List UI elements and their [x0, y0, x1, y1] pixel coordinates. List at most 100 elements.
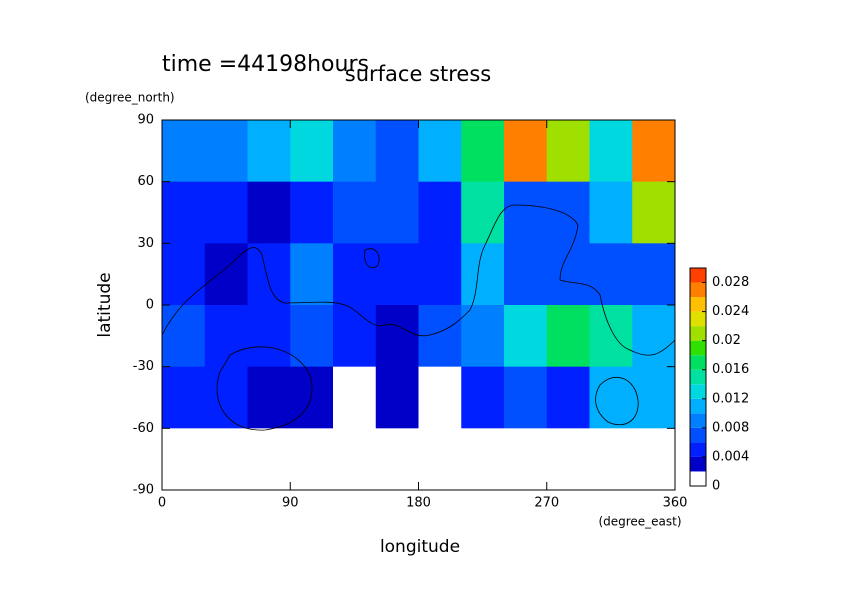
y-tick-label: 60 — [137, 174, 154, 189]
field-cell — [162, 428, 206, 491]
colorbar-swatch — [690, 326, 706, 341]
field-cell — [589, 305, 633, 368]
field-cell — [290, 181, 334, 244]
field-cell — [461, 243, 505, 306]
field-cell — [204, 243, 248, 306]
field-cell — [247, 305, 291, 368]
colorbar-frame — [689, 267, 707, 487]
field-cell — [504, 181, 548, 244]
field-cell — [247, 366, 291, 429]
field-cell — [632, 366, 676, 429]
field-cell — [247, 243, 291, 306]
colorbar-swatch — [690, 340, 706, 356]
colorbar-swatch — [690, 471, 706, 486]
colorbar-swatch — [690, 369, 706, 385]
field-cell — [375, 120, 419, 183]
field-cell — [333, 428, 377, 491]
coastlines — [161, 204, 676, 431]
field-cell — [632, 305, 676, 368]
field-cell — [204, 428, 248, 491]
field-cell — [333, 181, 377, 244]
field-cell — [546, 305, 590, 368]
field-cell — [589, 181, 633, 244]
field-cell — [204, 181, 248, 244]
field-cell — [418, 181, 462, 244]
coastline — [216, 346, 313, 431]
annotation: time =44198hours — [162, 52, 369, 77]
y-unit: (degree_north) — [85, 91, 175, 105]
colorbar-swatch — [690, 442, 706, 457]
field-cell — [290, 428, 334, 491]
colorbar-swatch — [690, 398, 706, 414]
field-cell — [375, 305, 419, 368]
field-cell — [632, 243, 676, 306]
colorbar-tick-label: 0 — [712, 479, 720, 494]
field-cell — [546, 428, 590, 491]
field-cell — [546, 366, 590, 429]
x-unit: (degree_east) — [598, 515, 681, 529]
field-cell — [333, 120, 377, 183]
colorbar-tick-label: 0.016 — [712, 362, 749, 377]
y-tick-label: -90 — [133, 483, 154, 498]
colorbar-tick-label: 0.012 — [712, 391, 749, 406]
chart-title: surface stress — [345, 62, 491, 86]
field-cell — [375, 428, 419, 491]
field-cell — [418, 120, 462, 183]
field-cell — [375, 243, 419, 306]
field — [162, 120, 676, 491]
field-cell — [461, 181, 505, 244]
coastline — [161, 204, 676, 356]
x-tick-label: 360 — [663, 496, 688, 511]
field-cell — [589, 243, 633, 306]
field-cell — [504, 120, 548, 183]
y-tick-label: 30 — [137, 236, 154, 251]
colorbar-swatch — [690, 427, 706, 443]
field-cell — [589, 120, 633, 183]
y-tick-label: 90 — [137, 113, 154, 128]
field-cell — [333, 243, 377, 306]
colorbar-swatch — [690, 384, 706, 399]
field-cell — [204, 120, 248, 183]
field-cell — [162, 366, 206, 429]
field-cell — [589, 366, 633, 429]
field-cell — [375, 366, 419, 429]
field-cell — [504, 366, 548, 429]
field-cell — [290, 243, 334, 306]
colorbar-tick-label: 0.024 — [712, 304, 749, 319]
field-cell — [546, 120, 590, 183]
field-cell — [418, 428, 462, 491]
field-cell — [461, 428, 505, 491]
field-cell — [461, 305, 505, 368]
x-tick-label: 0 — [158, 496, 166, 511]
field-cell — [247, 428, 291, 491]
colorbar-swatch — [690, 355, 706, 370]
field-cell — [290, 305, 334, 368]
colorbar-tick-label: 0.004 — [712, 449, 749, 464]
colorbar-tick-label: 0.028 — [712, 275, 749, 290]
x-tick-label: 180 — [406, 496, 431, 511]
field-cell — [290, 120, 334, 183]
field-cell — [589, 428, 633, 491]
field-cell — [504, 428, 548, 491]
coastline — [595, 376, 639, 426]
field-cell — [162, 120, 206, 183]
field-cell — [461, 366, 505, 429]
colorbar-swatch — [690, 456, 706, 472]
field-cell — [632, 181, 676, 244]
field-cell — [204, 305, 248, 368]
field-cell — [247, 181, 291, 244]
colorbar-swatch — [690, 413, 706, 428]
x-tick-label: 90 — [282, 496, 299, 511]
colorbar-swatch — [690, 282, 706, 298]
colorbar-swatch — [690, 268, 706, 283]
colorbar: 0 0.004 0.008 0.012 0.016 0.02 0.024 0.028 — [689, 267, 749, 494]
field-cell — [204, 366, 248, 429]
field-cell — [632, 428, 676, 491]
colorbar-swatch — [690, 297, 706, 312]
colorbar-tick-label: 0.008 — [712, 420, 749, 435]
field-cell — [162, 181, 206, 244]
field-cell — [504, 243, 548, 306]
x-tick-label: 270 — [534, 496, 559, 511]
field-cell — [375, 181, 419, 244]
